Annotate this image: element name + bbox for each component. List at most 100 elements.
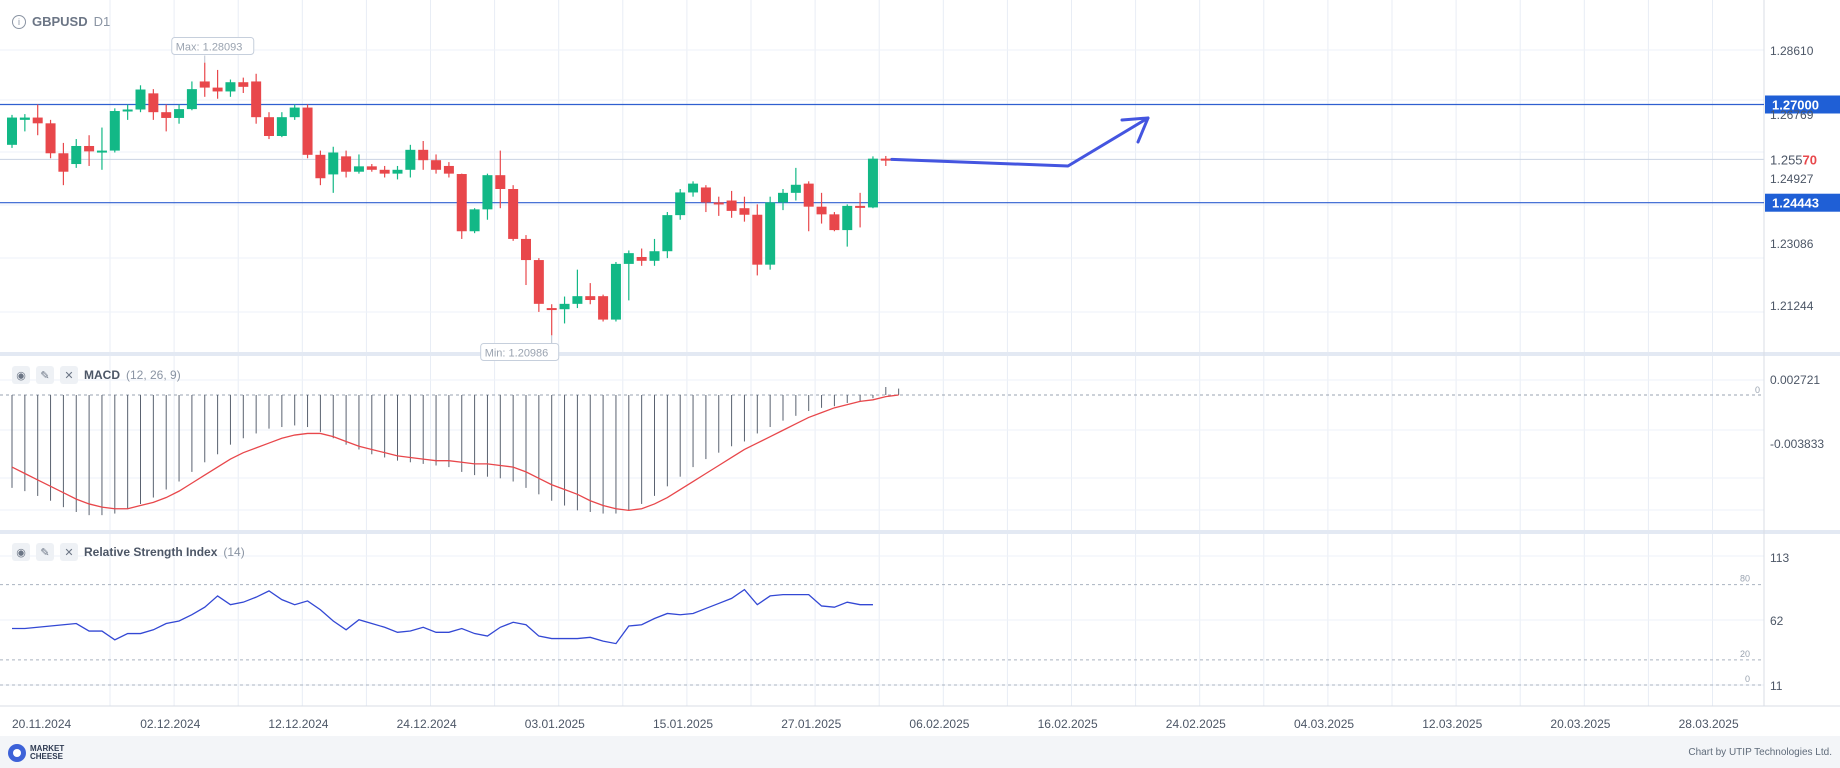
candle-body (842, 205, 853, 231)
y-axis: 1.28610 1.24927 1.23086 1.21244 1.26769 1.255… (1755, 44, 1840, 693)
candle-body (482, 175, 493, 210)
candle-body (443, 165, 454, 174)
candle-body (829, 214, 840, 231)
logo-text: MARKET CHEESE (30, 744, 65, 761)
candle-body (276, 117, 287, 136)
candle-body (880, 158, 891, 161)
macd-title: MACD (84, 368, 120, 382)
candle-body (225, 82, 236, 92)
candle-body (636, 256, 647, 261)
candle-body (546, 308, 557, 311)
candle-body (675, 192, 686, 216)
candle-body (392, 169, 403, 174)
candle-body (19, 117, 30, 120)
candle-body (495, 175, 506, 189)
footer (0, 736, 1840, 768)
candle-body (405, 149, 416, 170)
y-tick-label: 1.26769 (1770, 108, 1814, 122)
candle-body (174, 109, 185, 118)
candle-body (122, 109, 133, 112)
candle-body (623, 253, 634, 264)
close-icon[interactable]: ✕ (60, 366, 78, 384)
symbol-label[interactable]: GBPUSD (32, 14, 88, 29)
level-label: 1.24443 (1772, 196, 1819, 211)
candle-body (379, 169, 390, 174)
candle-body (726, 200, 737, 211)
candle-body (148, 93, 159, 113)
rsi-panel-header: ◉ ✎ ✕ Relative Strength Index (14) (12, 543, 245, 561)
candle-body (803, 183, 814, 207)
candle-body (739, 208, 750, 215)
level-label-bg (1765, 95, 1840, 114)
x-tick-label: 20.11.2024 (12, 717, 71, 731)
candle-body (71, 145, 82, 165)
candle-body (212, 87, 223, 92)
level-label: 1.27000 (1772, 98, 1819, 113)
x-tick-label: 20.03.2025 (1550, 717, 1610, 731)
candle-body (353, 166, 364, 172)
macd-series (0, 386, 1764, 516)
forecast-arrow-icon (890, 116, 1150, 168)
y-tick-label: 1.23086 (1770, 237, 1814, 251)
candle-body (58, 153, 69, 172)
y-tick-label: 1.24927 (1770, 172, 1814, 186)
rsi-level-label: 0 (1745, 674, 1750, 684)
candle-body (688, 183, 699, 193)
candle-body (790, 184, 801, 193)
x-tick-label: 27.01.2025 (781, 717, 841, 731)
min-label-bg (480, 342, 560, 361)
x-tick-label: 28.03.2025 (1679, 717, 1739, 731)
y-tick-label: 1.21244 (1770, 299, 1814, 313)
candle-body (533, 260, 544, 304)
grid (0, 0, 1764, 706)
candle-body (713, 202, 724, 205)
candle-body (572, 296, 583, 304)
candle-body (251, 81, 262, 118)
candle-body (662, 215, 673, 252)
candle-body (7, 117, 17, 145)
wrench-icon[interactable]: ✎ (36, 366, 54, 384)
eye-icon[interactable]: ◉ (12, 366, 30, 384)
brand-logo[interactable]: MARKET CHEESE (8, 744, 90, 762)
max-label: Max: 1.28093 (176, 42, 243, 54)
candle-body (161, 112, 172, 118)
chart-credit: Chart by UTIP Technologies Ltd. (1688, 747, 1832, 758)
candle-body (366, 166, 377, 170)
candle-body (431, 160, 442, 170)
candle-body (816, 206, 827, 215)
candle-body (328, 152, 339, 175)
rsi-level-label: 20 (1740, 649, 1750, 659)
candle-body (559, 303, 570, 310)
candle-body (302, 107, 313, 155)
rsi-tick-label: 11 (1770, 679, 1783, 693)
x-tick-label: 12.03.2025 (1422, 717, 1482, 731)
y-tick-label: 1.28610 (1770, 44, 1814, 58)
macd-signal-line (11, 394, 899, 512)
rsi-series: 80 20 0 (0, 574, 1764, 686)
candle-body (469, 209, 480, 232)
x-tick-label: 04.03.2025 (1294, 717, 1354, 731)
candle-body (752, 214, 763, 265)
macd-tick-label: -0.003833 (1770, 437, 1824, 451)
candle-body (598, 296, 609, 320)
candle-body (315, 154, 326, 179)
x-tick-label: 02.12.2024 (140, 717, 200, 731)
candle-body (456, 174, 467, 232)
info-icon[interactable]: i (12, 14, 26, 29)
rsi-title: Relative Strength Index (84, 545, 218, 559)
x-axis: 20.11.2024 02.12.2024 12.12.2024 24.12.2024… (12, 717, 1739, 731)
close-icon[interactable]: ✕ (60, 543, 78, 561)
x-tick-label: 06.02.2025 (909, 717, 969, 731)
x-tick-label: 03.01.2025 (525, 717, 585, 731)
max-label-bg (171, 37, 255, 56)
x-tick-label: 16.02.2025 (1038, 717, 1098, 731)
wrench-icon[interactable]: ✎ (36, 543, 54, 561)
timeframe-label[interactable]: D1 (93, 14, 111, 29)
candle-body (855, 205, 866, 208)
eye-icon[interactable]: ◉ (12, 543, 30, 561)
candle-body (765, 202, 776, 265)
arrow-head (1120, 116, 1150, 144)
macd-tick-label: 0 (1755, 385, 1760, 395)
level-lines[interactable]: 1.27000 1.24443 (0, 95, 1840, 212)
